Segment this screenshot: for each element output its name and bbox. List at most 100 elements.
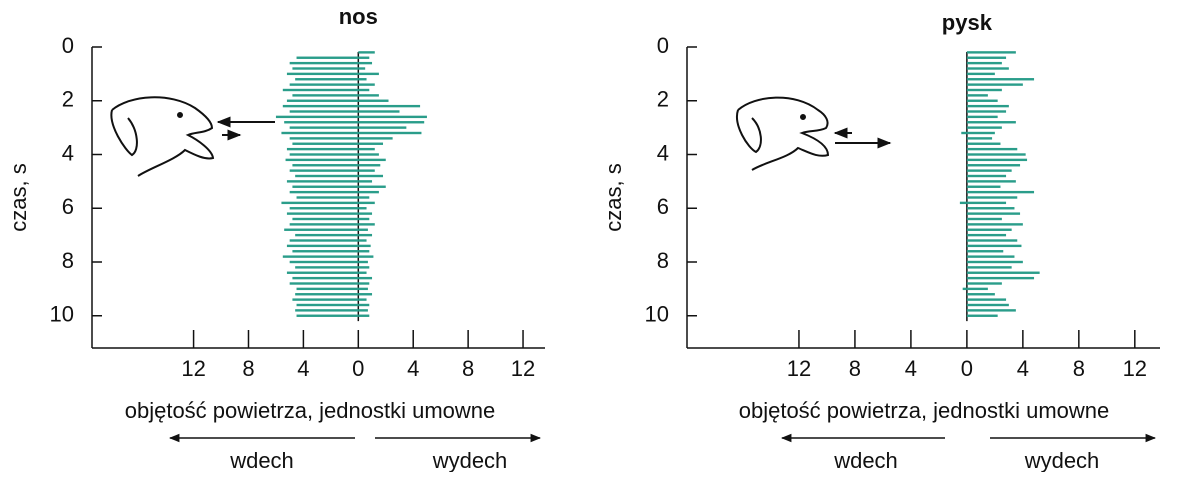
bar — [358, 121, 424, 123]
bar — [358, 62, 372, 64]
bar — [290, 62, 359, 64]
bar — [358, 94, 379, 96]
bar — [967, 272, 1040, 274]
bar — [967, 116, 998, 118]
bar — [967, 196, 1017, 198]
x-tick-label: 0 — [961, 356, 973, 381]
bar — [967, 73, 995, 75]
bar — [358, 180, 372, 182]
bar — [967, 250, 1003, 252]
bar — [358, 143, 383, 145]
bar — [358, 67, 365, 69]
bar — [290, 223, 359, 225]
bar — [967, 94, 988, 96]
x-tick-label: 12 — [181, 356, 205, 381]
bar — [287, 100, 358, 102]
bar — [283, 105, 359, 107]
bar — [358, 207, 366, 209]
bar — [358, 126, 406, 128]
bar — [295, 78, 358, 80]
bar — [287, 73, 358, 75]
bar — [292, 298, 358, 300]
x-tick-label: 8 — [1073, 356, 1085, 381]
bar — [358, 175, 383, 177]
x-tick-label: 0 — [352, 356, 364, 381]
bar — [967, 159, 1027, 161]
bar — [287, 148, 358, 150]
bar — [358, 164, 380, 166]
bar — [358, 196, 369, 198]
bar — [283, 89, 359, 91]
bar — [295, 309, 358, 311]
bar — [358, 169, 374, 171]
bar — [960, 202, 967, 204]
y-tick-label: 0 — [657, 33, 669, 58]
x-tick-label: 4 — [297, 356, 309, 381]
bar — [967, 175, 1006, 177]
bar — [967, 110, 1006, 112]
bar — [295, 266, 358, 268]
x-axis-label: objętość powietrza, jednostki umowne — [739, 398, 1110, 423]
y-tick-label: 10 — [50, 302, 74, 327]
bar — [358, 137, 392, 139]
bar — [967, 169, 1012, 171]
bar — [967, 121, 1016, 123]
x-tick-label: 12 — [787, 356, 811, 381]
legend-label: wdech — [833, 448, 898, 472]
bar — [358, 105, 420, 107]
bar — [358, 245, 370, 247]
bar — [290, 282, 359, 284]
bar — [967, 245, 1022, 247]
legend-label: wydech — [432, 448, 508, 472]
bar — [358, 153, 379, 155]
x-tick-label: 8 — [849, 356, 861, 381]
bar — [967, 202, 1006, 204]
bar — [358, 78, 366, 80]
bar — [358, 51, 374, 53]
bar — [281, 202, 358, 204]
bar — [292, 250, 358, 252]
bar — [358, 293, 372, 295]
bar — [967, 191, 1034, 193]
bar — [967, 261, 1023, 263]
bar — [967, 255, 1015, 257]
bar — [358, 239, 366, 241]
bar — [290, 83, 359, 85]
bar — [297, 304, 359, 306]
bar — [290, 153, 359, 155]
bar — [358, 288, 368, 290]
bar — [967, 62, 1002, 64]
dog-mouth — [737, 98, 890, 170]
bar — [287, 245, 358, 247]
bar — [287, 180, 358, 182]
bar — [292, 164, 358, 166]
bar — [290, 239, 359, 241]
bar — [358, 148, 374, 150]
bar — [967, 105, 1009, 107]
bar — [358, 250, 369, 252]
bar — [358, 116, 427, 118]
y-tick-label: 6 — [62, 194, 74, 219]
x-tick-label: 4 — [905, 356, 917, 381]
bar — [967, 234, 1006, 236]
bar — [967, 51, 1016, 53]
bar — [283, 255, 359, 257]
bar — [287, 212, 358, 214]
x-tick-label: 4 — [1017, 356, 1029, 381]
bar — [358, 266, 369, 268]
y-tick-label: 2 — [657, 87, 669, 112]
bar — [967, 288, 988, 290]
chart-title: nos — [339, 4, 378, 29]
y-tick-label: 8 — [657, 248, 669, 273]
bar — [358, 298, 366, 300]
bar — [967, 67, 1009, 69]
bar — [358, 202, 374, 204]
bar — [967, 207, 1015, 209]
bar — [967, 223, 1023, 225]
y-tick-label: 4 — [62, 140, 74, 165]
bar — [358, 272, 366, 274]
bar — [967, 78, 1034, 80]
bar — [967, 212, 1020, 214]
x-tick-label: 8 — [242, 356, 254, 381]
bar — [358, 83, 374, 85]
